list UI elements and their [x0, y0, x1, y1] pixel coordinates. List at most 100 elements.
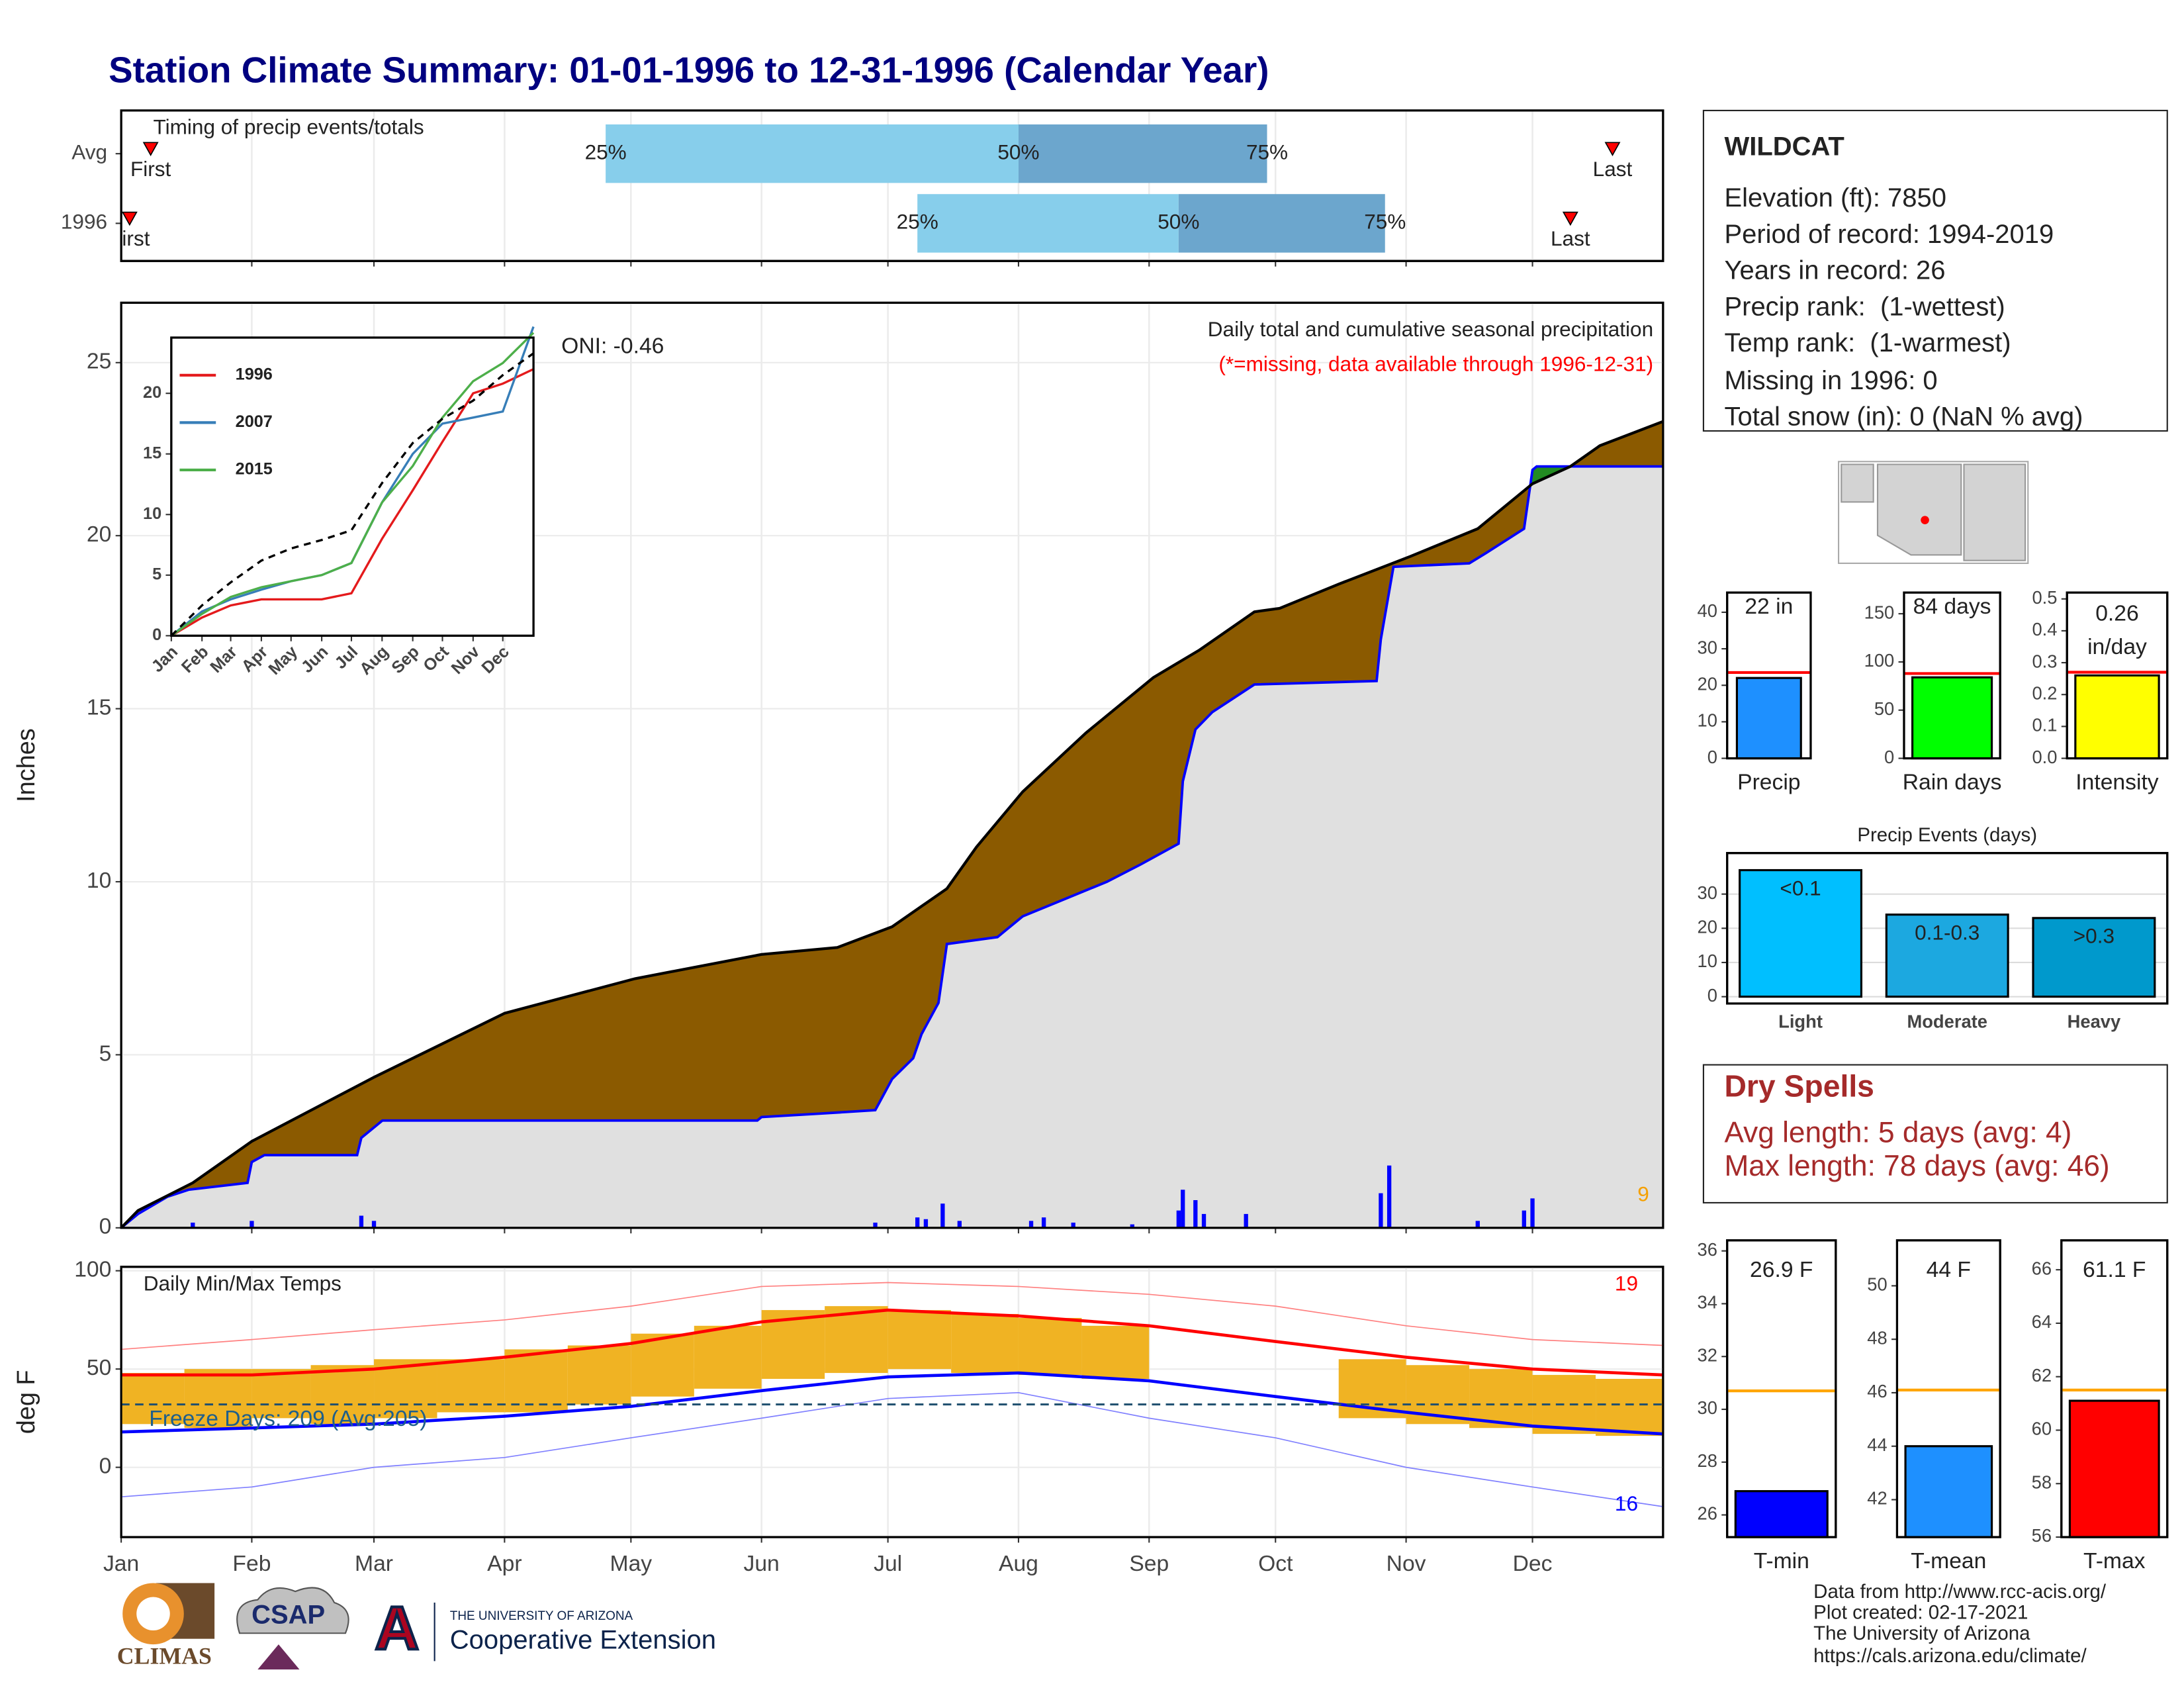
- temp-range-bar: [887, 1310, 952, 1370]
- category-label: Intensity: [2075, 770, 2159, 794]
- logo-text: CSAP: [251, 1601, 325, 1630]
- x-tick-label: Sep: [1129, 1552, 1169, 1576]
- chart-title: Daily Min/Max Temps: [144, 1271, 341, 1295]
- credit-line: Plot created: 02-17-2021: [1813, 1602, 2028, 1624]
- y-tick-label: 10: [1698, 710, 1717, 731]
- panel-border: [1726, 591, 1812, 760]
- dry-spells-line: Avg length: 5 days (avg: 4): [1724, 1116, 2071, 1149]
- record-low-note: 16: [1615, 1491, 1638, 1515]
- y-tick-label: 10: [1698, 951, 1717, 971]
- panel-border: [120, 301, 1664, 1229]
- logo-text: CLIMAS: [117, 1642, 212, 1669]
- bar: [1735, 677, 1802, 760]
- marker: [1604, 142, 1621, 157]
- marker-label: Last: [1551, 226, 1590, 250]
- category-label: Rain days: [1903, 770, 2002, 794]
- category-label: Moderate: [1907, 1011, 1987, 1032]
- row-label: Avg: [71, 140, 107, 164]
- x-tick-label: Mar: [355, 1552, 393, 1576]
- station-line: Elevation (ft): 7850: [1724, 183, 1946, 212]
- daily-bar: [915, 1217, 920, 1228]
- temp-line: [121, 1282, 1663, 1350]
- temp-range-bar: [1596, 1378, 1663, 1436]
- bin-label: <0.1: [1780, 876, 1821, 900]
- oni-label: ONI: -0.46: [561, 334, 664, 359]
- panel-border: [1903, 591, 2001, 760]
- x-tick-label: Jun: [744, 1552, 780, 1576]
- daily-bar: [1130, 1224, 1134, 1228]
- y-tick-label: 10: [87, 868, 111, 893]
- x-tick-label: Jan: [103, 1552, 139, 1576]
- panel: [1726, 1239, 1837, 1538]
- panel-border: [1895, 1239, 2001, 1538]
- daily-bar: [191, 1222, 195, 1228]
- station-name: WILDCAT: [1724, 132, 1844, 161]
- y-tick-label: 30: [1698, 882, 1717, 903]
- station-line: Years in record: 26: [1724, 256, 1945, 285]
- series-line: [171, 368, 534, 637]
- y-tick-label: 46: [1867, 1381, 1887, 1401]
- y-tick-label: 42: [1867, 1488, 1887, 1509]
- marker-label: First: [109, 226, 150, 250]
- bar: [1904, 1445, 1993, 1538]
- y-tick-label: 58: [2032, 1472, 2052, 1492]
- area-base: [121, 466, 1663, 1228]
- daily-bar: [1193, 1199, 1198, 1228]
- category-label: Heavy: [2068, 1011, 2121, 1032]
- daily-bar: [957, 1221, 962, 1228]
- y-tick-label: 34: [1698, 1292, 1717, 1313]
- x-tick-label: May: [610, 1552, 653, 1576]
- temp-line: [121, 1391, 1664, 1507]
- dry-spells-box: [1702, 1064, 2168, 1203]
- station-line: Temp rank: (1-warmest): [1724, 328, 2011, 357]
- y-tick-label: 50: [1867, 1274, 1887, 1295]
- temp-range-bar: [437, 1359, 505, 1413]
- daily-bar: [1181, 1190, 1185, 1228]
- chart-title: Precip Events (days): [1857, 824, 2037, 846]
- y-tick-label: 44: [1867, 1434, 1887, 1455]
- dry-spells-title: Dry Spells: [1724, 1069, 1874, 1103]
- y-tick-label: 10: [143, 504, 161, 523]
- y-tick-label: 0.4: [2032, 619, 2057, 639]
- bar: [2032, 917, 2156, 998]
- y-tick-label: 66: [2032, 1258, 2052, 1278]
- y-tick-label: 0: [1884, 747, 1894, 767]
- marker-label: First: [130, 157, 171, 181]
- y-tick-label: 30: [1698, 1397, 1717, 1418]
- station-line: Period of record: 1994-2019: [1724, 220, 2054, 249]
- bar: [1885, 914, 2009, 998]
- panel-border: [120, 1266, 1664, 1538]
- chart-subtitle: (*=missing, data available through 1996-…: [1218, 352, 1653, 375]
- percent-label: 50%: [997, 140, 1039, 164]
- series-line: [170, 332, 535, 637]
- category-label: Light: [1778, 1011, 1823, 1032]
- bar: [1739, 868, 1863, 998]
- daily-bar: [1475, 1221, 1480, 1228]
- daily-bar: [1071, 1222, 1075, 1228]
- y-tick-label: 15: [87, 696, 111, 720]
- temp-range-bar: [121, 1373, 185, 1425]
- daily-bar: [1387, 1165, 1392, 1228]
- y-tick-label: 0.5: [2032, 587, 2057, 608]
- y-tick-label: 0: [1707, 747, 1717, 767]
- note-label: 9: [1637, 1182, 1649, 1206]
- bar: [2074, 674, 2160, 760]
- y-tick-label: 5: [99, 1041, 112, 1066]
- y-tick-label: 28: [1698, 1450, 1717, 1471]
- temp-range-bar: [951, 1314, 1019, 1374]
- bar-low: [606, 124, 1019, 183]
- x-tick-label: Dec: [1513, 1552, 1553, 1576]
- y-tick-label: 0.1: [2032, 715, 2057, 735]
- temp-range-bar: [1018, 1317, 1082, 1376]
- location-map: [1838, 461, 2029, 564]
- temp-range-bar: [567, 1345, 631, 1405]
- cumulative-line: [120, 420, 1664, 1229]
- y-tick-label: 100: [74, 1258, 111, 1282]
- panel: [170, 336, 535, 637]
- credit-line: https://cals.arizona.edu/climate/: [1813, 1645, 2087, 1667]
- temp-range-bar: [631, 1333, 694, 1397]
- percent-label: 25%: [585, 140, 627, 164]
- daily-bar: [359, 1215, 364, 1228]
- category-label: Precip: [1737, 770, 1800, 794]
- y-tick-label: 20: [87, 522, 111, 547]
